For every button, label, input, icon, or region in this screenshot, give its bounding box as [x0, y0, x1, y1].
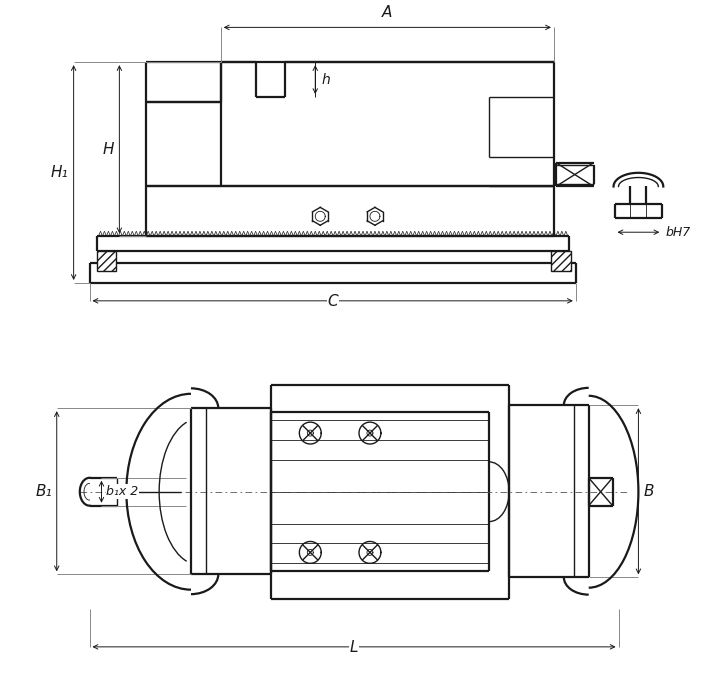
Text: H₁: H₁	[51, 165, 68, 180]
Text: b₁x 2: b₁x 2	[107, 485, 138, 498]
Text: L: L	[350, 640, 358, 655]
Text: bH7: bH7	[665, 226, 691, 238]
Text: h: h	[322, 73, 330, 86]
Text: B₁: B₁	[35, 484, 52, 499]
Bar	[551, 251, 571, 271]
Text: C: C	[327, 294, 338, 309]
Text: A: A	[382, 6, 392, 21]
Text: B: B	[643, 484, 654, 499]
Bar	[97, 251, 116, 271]
Text: H: H	[103, 142, 115, 157]
